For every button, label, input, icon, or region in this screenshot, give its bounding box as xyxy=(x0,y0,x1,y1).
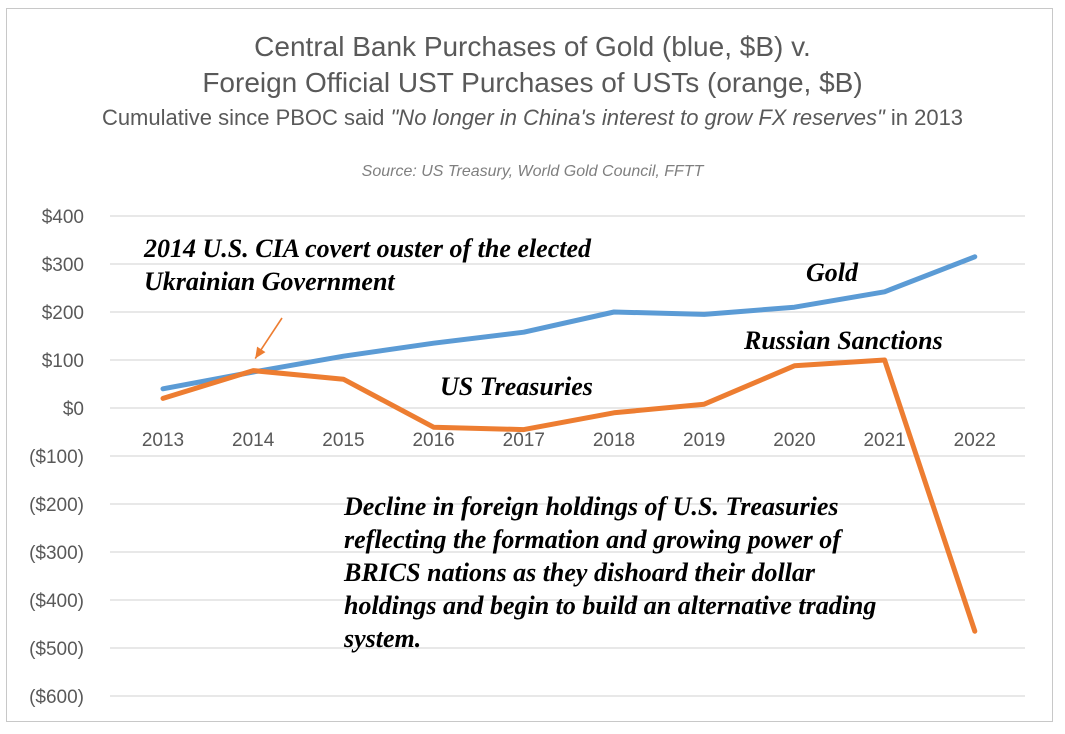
y-tick-label: $300 xyxy=(42,255,84,276)
annotation-brics: Decline in foreign holdings of U.S. Trea… xyxy=(344,492,877,653)
chart-frame xyxy=(6,8,1053,722)
subtitle-quote: "No longer in China's interest to grow F… xyxy=(390,105,885,130)
x-tick-label: 2015 xyxy=(322,430,364,451)
y-tick-label: $400 xyxy=(42,207,84,228)
annotation-arrow xyxy=(254,317,283,360)
y-tick-label: ($200) xyxy=(29,495,84,516)
y-tick-label: ($400) xyxy=(29,591,84,612)
x-tick-label: 2014 xyxy=(232,430,275,451)
chart-source: Source: US Treasury, World Gold Council,… xyxy=(361,163,704,180)
chart-title-line1: Central Bank Purchases of Gold (blue, $B… xyxy=(254,31,811,62)
y-tick-label: ($500) xyxy=(29,639,84,660)
annotation-gold: Gold xyxy=(806,258,858,287)
y-tick-label: $100 xyxy=(42,351,84,372)
arrow-head xyxy=(255,346,266,359)
y-axis-ticks: $400 $300 $200 $100 $0 ($100) ($200) ($300) ($40… xyxy=(29,207,84,708)
x-tick-label: 2013 xyxy=(142,430,184,451)
x-tick-label: 2021 xyxy=(863,430,905,451)
y-tick-label: ($300) xyxy=(29,543,84,564)
x-tick-label: 2017 xyxy=(503,430,545,451)
series-line-ust xyxy=(160,357,978,634)
x-tick-label: 2016 xyxy=(412,430,454,451)
x-tick-label: 2020 xyxy=(773,430,815,451)
chart-subtitle: Cumulative since PBOC said "No longer in… xyxy=(40,104,1025,132)
subtitle-prefix: Cumulative since PBOC said xyxy=(101,105,391,130)
y-tick-label: $0 xyxy=(63,399,84,420)
series-line-gold xyxy=(160,254,978,392)
annotation-russian-sanctions: Russian Sanctions xyxy=(744,326,943,355)
annotation-us-treasuries: US Treasuries xyxy=(440,372,593,401)
y-tick-label: ($600) xyxy=(29,687,84,708)
subtitle-suffix: in 2013 xyxy=(884,105,964,130)
x-tick-label: 2022 xyxy=(954,430,996,451)
y-tick-label: $200 xyxy=(42,303,84,324)
series-lines xyxy=(160,254,978,634)
gridlines xyxy=(110,215,1025,697)
x-tick-label: 2019 xyxy=(683,430,725,451)
y-tick-label: ($100) xyxy=(29,447,84,468)
annotation-cia: 2014 U.S. CIA covert ouster of the elect… xyxy=(144,234,592,296)
chart-title-line2: Foreign Official UST Purchases of USTs (… xyxy=(202,67,863,98)
x-axis-ticks: 2013 2014 2015 2016 2017 2018 2019 2020 2021 2022 xyxy=(142,430,996,451)
x-tick-label: 2018 xyxy=(593,430,635,451)
